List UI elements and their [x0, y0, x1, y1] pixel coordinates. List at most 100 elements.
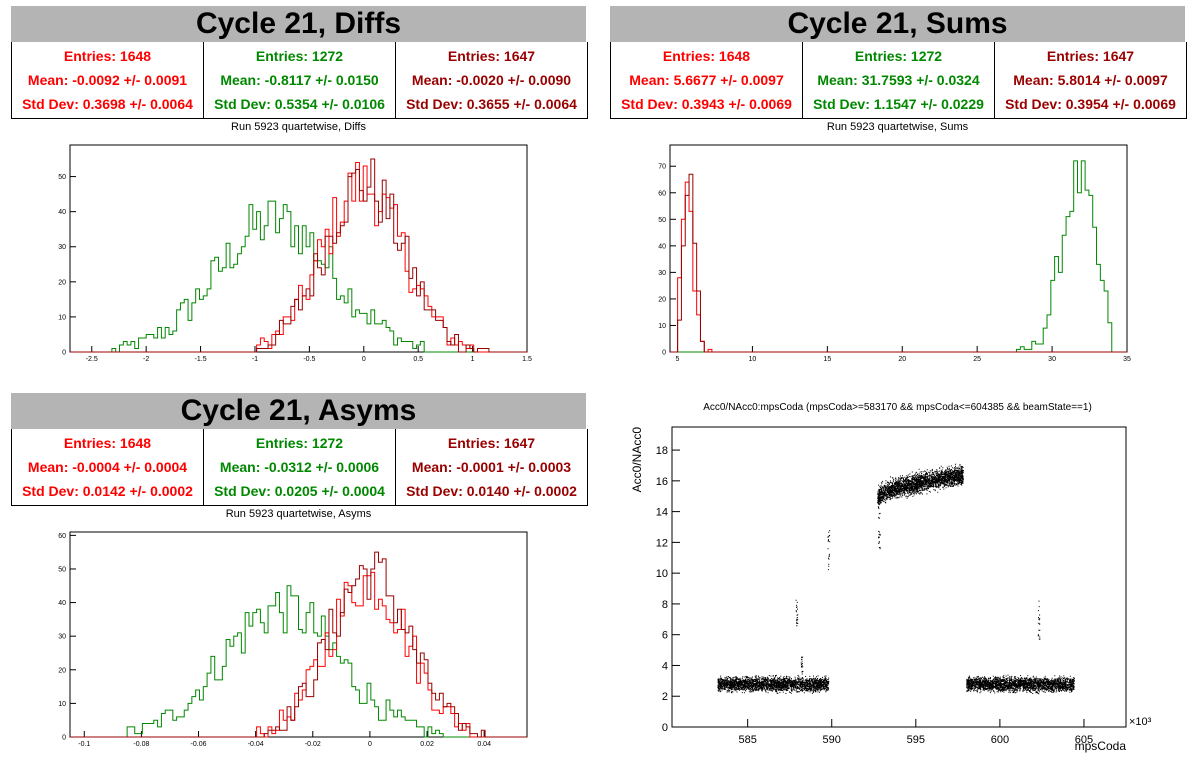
stat-mean: Mean: -0.0092 +/- 0.0091 [27, 72, 188, 88]
x-tick-label: 600 [991, 734, 1009, 746]
y-tick-label: 20 [658, 296, 666, 303]
plot-0: -2.5 -2 -1.5 -1 -0.5 0 0.5 1 1.5 0 10 20 30 40 50 [58, 144, 532, 363]
series-darkred [70, 551, 527, 738]
x-tick-label: -0.1 [78, 741, 90, 748]
x-tick-label: 1 [471, 356, 475, 363]
stat-entries: Entries: 1272 [854, 48, 943, 64]
y-tick-label: 40 [658, 243, 666, 250]
x-tick-label: -0.06 [191, 741, 207, 748]
x-tick-label: 15 [823, 356, 831, 363]
y-tick-label: 40 [58, 600, 66, 607]
asyms-title: Cycle 21, Asyms [180, 394, 417, 427]
x-tick-label: 25 [973, 356, 981, 363]
x-tick-label: 0.02 [420, 741, 434, 748]
x-tick-label: -1 [252, 356, 258, 363]
x-multiplier: ×10³ [1129, 716, 1152, 728]
y-tick-label: 10 [656, 568, 668, 580]
stat-mean: Mean: 31.7593 +/- 0.0324 [817, 72, 980, 88]
x-tick-label: 30 [1048, 356, 1056, 363]
diffs-stats-red: Entries: 1648 Mean: -0.0092 +/- 0.0091 S… [12, 42, 203, 118]
series-green [670, 160, 1127, 353]
asyms-stats-red: Entries: 1648 Mean: -0.0004 +/- 0.0004 S… [12, 429, 203, 505]
x-tick-label: -0.02 [305, 741, 321, 748]
plot-frame [69, 144, 528, 353]
x-tick-label: 595 [907, 734, 925, 746]
x-tick-label: 585 [738, 734, 756, 746]
x-tick-label: 5 [676, 356, 680, 363]
stat-std: Std Dev: 0.5354 +/- 0.0106 [214, 96, 385, 112]
stat-std: Std Dev: 0.3655 +/- 0.0064 [406, 96, 577, 112]
stat-std: Std Dev: 0.0205 +/- 0.0004 [214, 483, 385, 499]
plot-frame [671, 426, 1127, 728]
y-tick-label: 0 [62, 350, 66, 357]
asyms-hist-title: Run 5923 quartetwise, Asyms [225, 508, 372, 520]
y-tick-label: 20 [58, 667, 66, 674]
y-tick-label: 70 [658, 164, 666, 171]
asyms-stats-green: Entries: 1272 Mean: -0.0312 +/- 0.0006 S… [203, 429, 395, 505]
stat-entries: Entries: 1647 [1046, 48, 1135, 64]
x-tick-label: 0 [368, 741, 372, 748]
x-tick-label: 20 [898, 356, 906, 363]
y-tick-label: 0 [662, 722, 668, 734]
x-tick-label: -0.04 [248, 741, 264, 748]
y-tick-label: 10 [58, 701, 66, 708]
stat-entries: Entries: 1648 [662, 48, 751, 64]
y-tick-label: 30 [658, 270, 666, 277]
asyms-stats-darkred: Entries: 1647 Mean: -0.0001 +/- 0.0003 S… [395, 429, 587, 505]
series-darkred [70, 158, 527, 353]
scatter-points [717, 463, 1075, 695]
y-tick-label: 8 [662, 599, 668, 611]
x-tick-label: 605 [1075, 734, 1093, 746]
diffs-stats-darkred: Entries: 1647 Mean: -0.0020 +/- 0.0090 S… [395, 42, 587, 118]
sums-stats-box: Entries: 1648 Mean: 5.6677 +/- 0.0097 St… [610, 42, 1187, 119]
y-tick-label: 12 [656, 537, 668, 549]
y-tick-label: 10 [658, 323, 666, 330]
y-tick-label: 30 [58, 634, 66, 641]
y-tick-label: 18 [656, 445, 668, 457]
x-tick-label: -1.5 [195, 356, 207, 363]
y-tick-label: 60 [58, 533, 66, 540]
sums-stats-darkred: Entries: 1647 Mean: 5.8014 +/- 0.0097 St… [994, 42, 1186, 118]
plot-frame [669, 144, 1128, 353]
x-tick-label: 0.5 [413, 356, 423, 363]
y-tick-label: 14 [656, 507, 668, 519]
x-axis-label: mpsCoda [1075, 739, 1127, 753]
sums-stats-red: Entries: 1648 Mean: 5.6677 +/- 0.0097 St… [611, 42, 802, 118]
y-tick-label: 20 [58, 279, 66, 286]
stat-mean: Mean: -0.0004 +/- 0.0004 [27, 459, 188, 475]
y-tick-label: 0 [62, 735, 66, 742]
x-tick-label: -2.5 [86, 356, 98, 363]
x-tick-label: -0.08 [133, 741, 149, 748]
stat-entries: Entries: 1647 [447, 435, 536, 451]
y-tick-label: 30 [58, 244, 66, 251]
diffs-title-bar: Cycle 21, Diffs [11, 6, 586, 42]
y-tick-label: 50 [658, 217, 666, 224]
y-tick-label: 40 [58, 209, 66, 216]
stat-entries: Entries: 1648 [63, 48, 152, 64]
y-tick-label: 50 [58, 566, 66, 573]
plot-1: 5 10 15 20 25 30 35 0 10 20 30 40 50 60 70 [658, 144, 1131, 363]
stat-mean: Mean: 5.6677 +/- 0.0097 [629, 72, 784, 88]
stat-mean: Mean: -0.0020 +/- 0.0090 [411, 72, 572, 88]
y-tick-label: 16 [656, 476, 668, 488]
diffs-hist-title: Run 5923 quartetwise, Diffs [231, 121, 366, 133]
x-tick-label: 0.04 [477, 741, 491, 748]
stat-std: Std Dev: 0.0142 +/- 0.0002 [22, 483, 193, 499]
stat-std: Std Dev: 0.3954 +/- 0.0069 [1005, 96, 1176, 112]
x-tick-label: 35 [1123, 356, 1131, 363]
sums-stats-green: Entries: 1272 Mean: 31.7593 +/- 0.0324 S… [802, 42, 994, 118]
y-tick-label: 50 [58, 174, 66, 181]
asyms-title-bar: Cycle 21, Asyms [11, 393, 586, 429]
plot-3: 585 590 595 600 605 0 2 4 6 8 10 12 14 16 18 mpsCoda×10… [630, 426, 1152, 753]
x-tick-label: -0.5 [303, 356, 315, 363]
y-tick-label: 10 [58, 314, 66, 321]
stat-entries: Entries: 1647 [447, 48, 536, 64]
x-tick-label: 1.5 [522, 356, 532, 363]
series-green [70, 200, 527, 353]
stat-mean: Mean: 5.8014 +/- 0.0097 [1013, 72, 1168, 88]
y-tick-label: 2 [662, 691, 668, 703]
sums-hist-title: Run 5923 quartetwise, Sums [826, 121, 969, 133]
series-red [70, 162, 527, 353]
series-darkred [670, 173, 1127, 353]
